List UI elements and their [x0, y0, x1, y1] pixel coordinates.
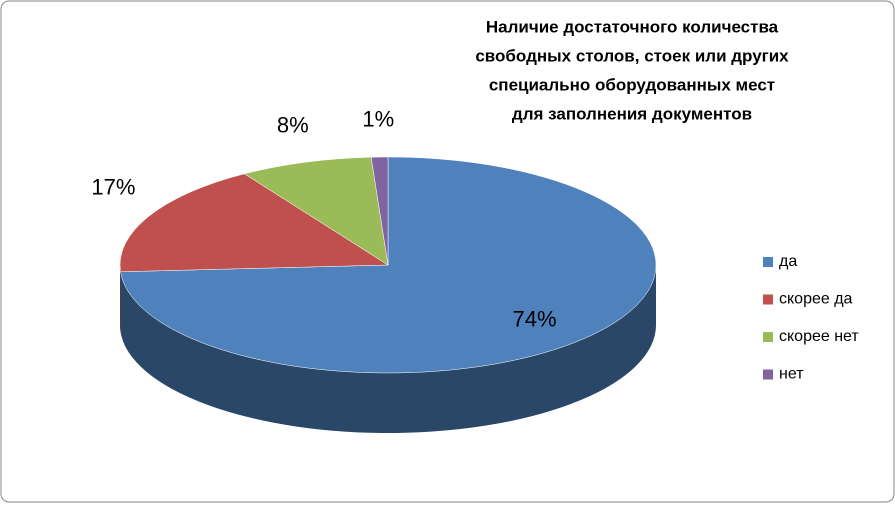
slice-side [120, 265, 121, 332]
legend-label: скорее да [779, 291, 853, 308]
slice-side [120, 265, 657, 433]
slice [370, 156, 389, 266]
chart-title: свободных столов, стоек или других [475, 46, 789, 65]
chart-title: специально оборудованных мест [489, 75, 775, 94]
data-label: 74% [512, 306, 556, 331]
side-shade [120, 265, 121, 332]
legend-swatch [763, 369, 773, 380]
data-label: 1% [362, 107, 394, 132]
data-label: 8% [277, 113, 309, 138]
data-label: 17% [91, 174, 135, 199]
legend-swatch [763, 332, 773, 342]
legend-label: скорее нет [779, 328, 859, 345]
legend-label: нет [779, 366, 804, 383]
slice [119, 173, 389, 273]
legend-swatch [763, 257, 773, 267]
legend-swatch [763, 294, 773, 305]
legend-label: да [779, 253, 797, 270]
chart-title: для заполнения документов [512, 104, 752, 123]
side-shade [120, 265, 657, 433]
chart-title: Наличие достаточного количества [486, 17, 779, 36]
slice [243, 156, 389, 266]
